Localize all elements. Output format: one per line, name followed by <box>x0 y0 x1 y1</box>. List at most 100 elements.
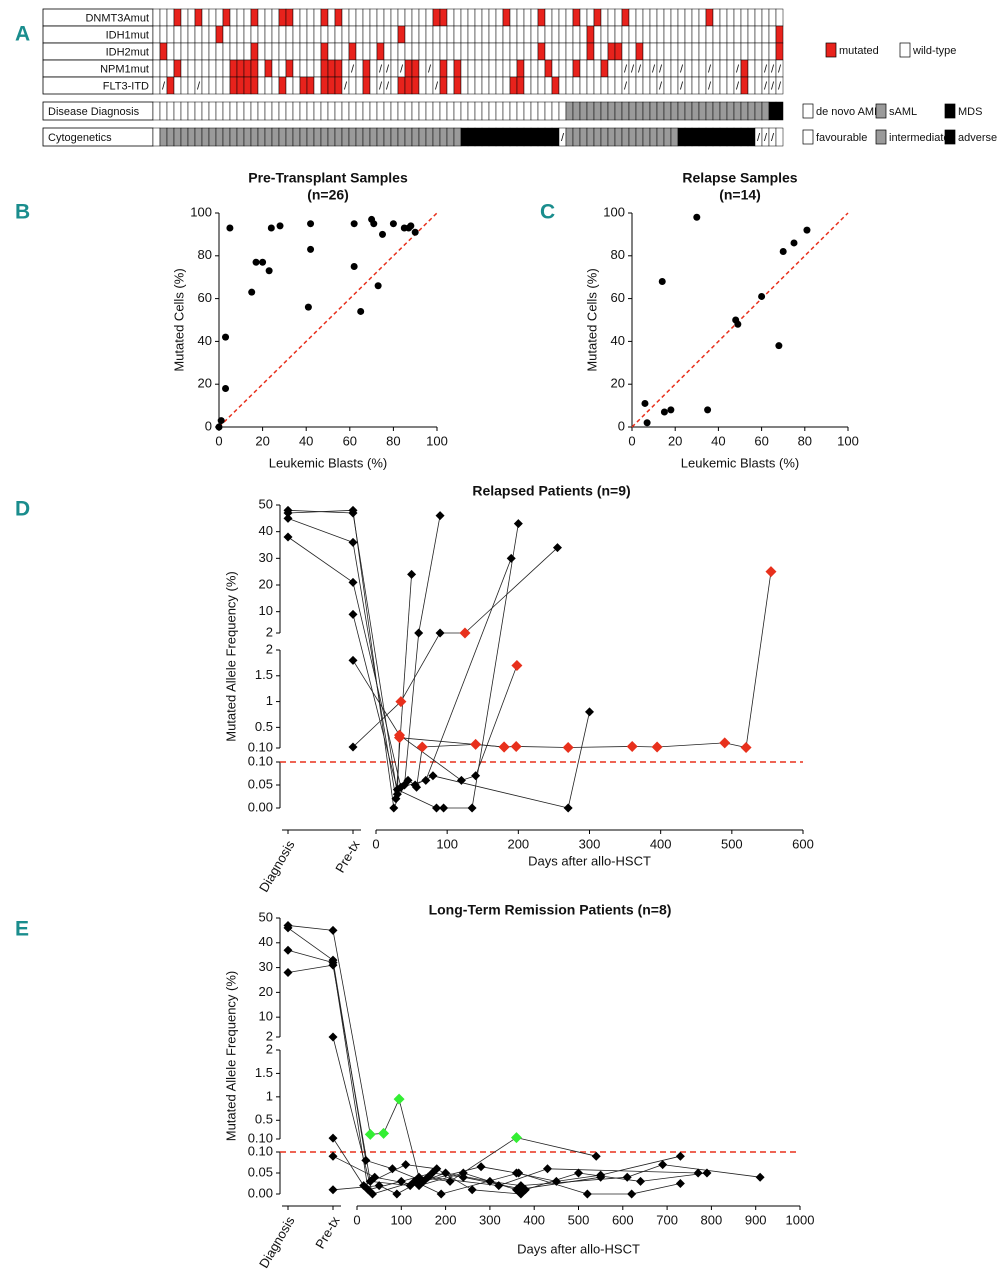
cell <box>586 127 595 147</box>
cell <box>327 25 336 44</box>
cell <box>341 8 350 27</box>
point <box>359 1181 369 1191</box>
cell <box>271 76 280 95</box>
y-tick-label: 0 <box>205 418 212 433</box>
cell <box>257 76 266 95</box>
cell <box>600 76 609 95</box>
row-label: IDH1mut <box>106 29 149 41</box>
cell <box>677 101 686 121</box>
cell <box>264 59 273 78</box>
cell <box>523 25 532 44</box>
point <box>445 1176 455 1186</box>
y-tick-label: 10 <box>259 1009 273 1024</box>
series-line <box>287 536 354 583</box>
point <box>379 230 386 238</box>
cell <box>614 127 623 147</box>
cell <box>593 25 602 44</box>
point <box>407 222 415 230</box>
y-tick-label: 1.5 <box>255 667 273 682</box>
cell <box>187 42 196 61</box>
cell <box>222 25 231 44</box>
series-line <box>556 1174 601 1182</box>
point <box>510 740 522 752</box>
series-line <box>352 701 402 748</box>
series-line <box>422 743 476 748</box>
cell-label: / <box>386 80 390 92</box>
cell <box>516 25 525 44</box>
point <box>276 222 284 230</box>
cell <box>278 42 287 61</box>
series-line <box>480 1166 517 1174</box>
cell <box>691 25 700 44</box>
cell <box>453 127 462 147</box>
cell <box>264 42 273 61</box>
cell <box>243 59 252 78</box>
cell <box>215 25 224 44</box>
cell <box>614 25 623 44</box>
series-line <box>287 509 354 514</box>
cell <box>677 42 686 61</box>
cell <box>726 76 735 95</box>
cell <box>502 101 511 121</box>
cell <box>495 101 504 121</box>
legend-label: mutated <box>839 45 879 57</box>
cell-label: / <box>680 63 684 75</box>
cell <box>397 25 406 44</box>
cell <box>691 101 700 121</box>
cell <box>642 25 651 44</box>
row-label: NPM1mut <box>100 63 149 75</box>
cell <box>271 59 280 78</box>
point <box>636 1176 646 1186</box>
series-line <box>287 964 334 973</box>
cell <box>523 8 532 27</box>
cell <box>621 42 630 61</box>
cell <box>488 8 497 27</box>
cell <box>670 42 679 61</box>
x-tick-label: 900 <box>745 1212 767 1227</box>
series-line <box>332 965 371 1182</box>
series-line <box>287 949 334 964</box>
cell <box>733 101 742 121</box>
point <box>651 741 663 753</box>
cell <box>348 8 357 27</box>
cell <box>383 8 392 27</box>
cell <box>180 59 189 78</box>
legend-swatch <box>944 103 956 119</box>
cell <box>383 127 392 147</box>
cell <box>607 25 616 44</box>
point <box>374 282 382 290</box>
cell <box>586 42 595 61</box>
y-tick-label: 0.5 <box>255 719 273 734</box>
cell <box>502 8 511 27</box>
cell <box>474 101 483 121</box>
cell <box>187 25 196 44</box>
y-tick-label: 20 <box>611 376 625 391</box>
point <box>643 419 651 427</box>
cell <box>257 42 266 61</box>
cell <box>320 59 329 78</box>
point <box>348 577 358 587</box>
cell <box>691 127 700 147</box>
point <box>392 1189 402 1199</box>
series-line <box>425 558 512 781</box>
cell <box>320 42 329 61</box>
point <box>494 1181 504 1191</box>
row-label: DNMT3Amut <box>85 12 149 24</box>
cell <box>467 25 476 44</box>
point <box>435 628 445 638</box>
cell-label: / <box>162 80 166 92</box>
cell <box>432 42 441 61</box>
cell <box>411 25 420 44</box>
x-axis-label: Leukemic Blasts (%) <box>269 455 387 470</box>
cell <box>488 25 497 44</box>
cell <box>558 59 567 78</box>
cell <box>285 101 294 121</box>
cell <box>369 42 378 61</box>
point <box>467 803 477 813</box>
cell <box>495 8 504 27</box>
cell <box>684 127 693 147</box>
cell <box>264 76 273 95</box>
cell <box>257 59 266 78</box>
cell <box>215 76 224 95</box>
series-line <box>657 742 725 748</box>
